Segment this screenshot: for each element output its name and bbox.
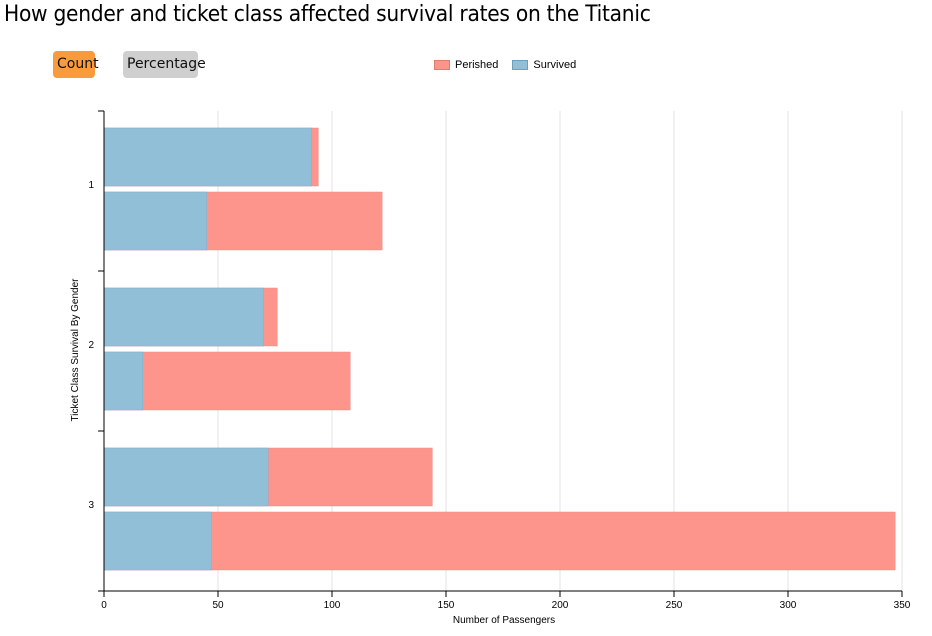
x-tick-label: 50 <box>212 600 224 611</box>
y-tick-label: 2 <box>88 340 94 351</box>
page-title: How gender and ticket class affected sur… <box>4 2 651 27</box>
x-tick-label: 250 <box>666 600 683 611</box>
x-tick-label: 150 <box>438 600 455 611</box>
legend-item-survived: Survived <box>512 59 576 71</box>
survived-bar <box>103 191 207 251</box>
percentage-button[interactable]: Percentage <box>123 51 206 78</box>
x-tick-label: 200 <box>552 600 569 611</box>
count-button[interactable]: Count <box>53 51 99 78</box>
axes: 0 50 100 150 200 250 300 350 1 2 3 <box>88 110 911 611</box>
x-tick-label: 100 <box>324 600 341 611</box>
x-tick-label: 350 <box>894 600 911 611</box>
survived-swatch <box>512 60 529 70</box>
legend-label-survived: Survived <box>533 59 577 71</box>
survived-bar <box>103 127 312 187</box>
survived-bar <box>103 511 212 571</box>
gridlines <box>217 111 903 591</box>
bar-series <box>103 127 896 571</box>
y-tick-label: 3 <box>88 500 94 511</box>
survived-bar <box>103 287 264 347</box>
survived-bar <box>103 351 144 411</box>
y-axis-title: Ticket Class Survival By Gender <box>70 278 81 422</box>
chart-legend: Perished Survived <box>434 58 590 72</box>
perished-bar <box>103 511 896 571</box>
x-tick-label: 0 <box>101 600 107 611</box>
y-tick-label: 1 <box>88 180 94 191</box>
survived-bar <box>103 447 269 507</box>
legend-label-perished: Perished <box>455 59 499 71</box>
legend-item-perished: Perished <box>434 59 498 71</box>
x-tick-label: 300 <box>780 600 797 611</box>
perished-bar <box>103 351 351 411</box>
perished-swatch <box>434 60 450 70</box>
x-axis-title: Number of Passengers <box>453 615 555 626</box>
